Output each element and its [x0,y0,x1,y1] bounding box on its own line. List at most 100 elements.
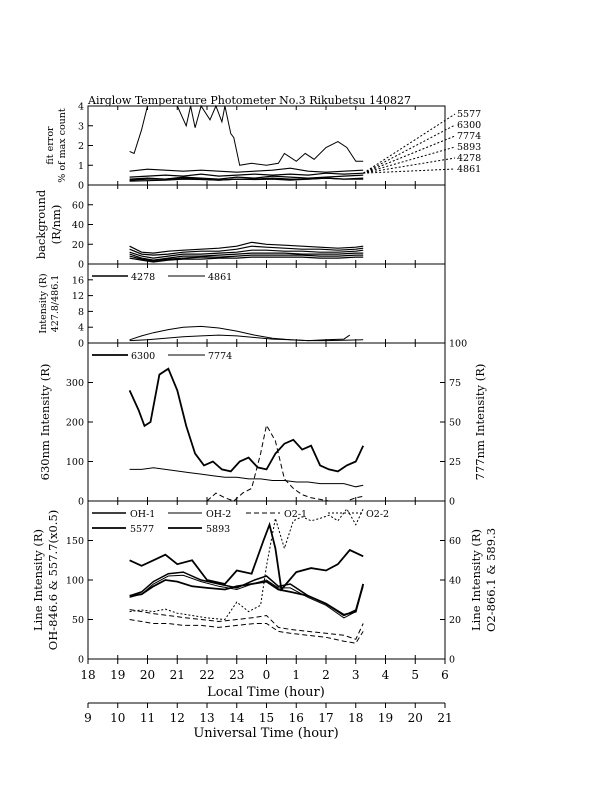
y-axis-label: (R/nm) [49,205,63,245]
y-tick-label-right: 60 [449,536,461,547]
y-tick-label: 0 [78,260,84,271]
chart-title: Airglow Temperature Photometer No.3 Riku… [87,94,411,107]
series-line [129,334,351,342]
legend-label: OH-1 [130,509,155,520]
panel-fit_error: 0 1 2 3 4 fit error% of max count 557763007774… [45,102,481,192]
series-line [129,252,364,261]
y-tick-label: 4 [78,323,84,334]
local-time-label: Local Time (hour) [207,685,325,700]
legend-label: 5577 [130,524,154,535]
ut-tick-label: 15 [259,711,274,725]
local-tick-label: 19 [110,668,125,682]
series-line [129,249,364,259]
y-tick-label: 40 [72,220,84,231]
y-tick-label: 100 [66,576,84,587]
legend-label: 7774 [457,131,481,142]
series-line [129,104,364,166]
y-tick-label-right: 100 [449,339,467,350]
y-tick-label: 16 [72,275,84,286]
series-line [129,609,364,640]
y-axis-label: 427.8/486.1 [50,275,61,333]
series-line [129,325,364,342]
y-tick-label: 0 [78,339,84,350]
y-tick-label: 4 [78,102,84,113]
local-tick-label: 3 [352,668,360,682]
ut-tick-label: 13 [199,711,214,725]
local-tick-label: 0 [263,668,271,682]
ut-tick-label: 18 [348,711,363,725]
local-tick-label: 18 [80,668,95,682]
y-tick-label: 3 [78,121,84,132]
ut-axis: 9 10 11 12 13 14 15 16 17 18 19 20 21 [84,702,453,725]
y-axis-label: Line Intensity (R) [31,529,45,631]
legend-label: 6300 [131,351,155,362]
panel-frame [87,342,446,502]
legend-leader [362,113,456,174]
ut-tick-label: 14 [229,711,245,725]
series-line [129,467,364,488]
y-axis-label: fit error [45,126,56,165]
local-tick-label: 1 [292,668,300,682]
legend-leader [362,135,456,174]
legend-leader [362,124,456,174]
y-tick-label: 300 [66,378,84,389]
local-tick-label: 6 [441,668,449,682]
y-tick-label-right: 25 [449,457,461,468]
y-tick-label: 8 [78,307,84,318]
y-tick-label-right: 0 [449,497,455,508]
ut-tick-label: 11 [140,711,155,725]
y-axis-label: OH-846.6 & 557.7(x0.5) [46,510,60,650]
series-line [129,177,364,182]
series-line [129,521,364,592]
y-tick-label: 60 [72,200,84,211]
ut-tick-label: 10 [110,711,125,725]
ut-label: Universal Time (hour) [193,726,338,741]
y-tick-label: 0 [78,181,84,192]
ut-tick-label: 16 [289,711,304,725]
legend-label: 5893 [457,142,481,153]
series-line [129,241,364,254]
y-axis-label: 630nm Intensity (R) [38,364,52,481]
y-tick-label-right: 20 [449,615,461,626]
legend-leader [363,146,456,174]
legend-label: O2-1 [284,509,307,520]
y-axis-label: background [34,189,48,259]
y-tick-label: 50 [72,615,84,626]
y-tick-label-right: 50 [449,418,461,429]
series-line [206,423,364,502]
legend-label: O2-2 [366,509,389,520]
legend-label: 5893 [206,524,230,535]
y-tick-label: 100 [66,457,84,468]
y-axis-label-right: O2-866.1 & 589.3 [484,528,498,632]
y-tick-label: 1 [78,161,84,172]
ut-tick-label: 12 [170,711,185,725]
local-tick-label: 4 [382,668,390,682]
series-line [128,367,365,473]
y-axis-label-right: 777nm Intensity (R) [473,364,487,481]
local-time-axis: 18 19 20 21 22 23 0 1 2 3 4 5 6 [80,659,449,682]
local-tick-label: 2 [322,668,330,682]
local-tick-label: 22 [199,668,214,682]
y-tick-label: 2 [78,141,84,152]
legend-label: OH-2 [206,509,231,520]
y-tick-label: 200 [66,418,84,429]
local-tick-label: 21 [170,668,185,682]
legend-label: 6300 [457,120,481,131]
legend-label: 4278 [457,153,481,164]
series-line [129,167,364,173]
y-tick-label-right: 75 [449,378,461,389]
ut-tick-label: 17 [318,711,333,725]
y-tick-label-right: 0 [449,655,455,666]
y-tick-label: 20 [72,240,84,251]
legend-leader [363,168,456,174]
legend-label: 5577 [457,109,481,120]
series-line [129,507,364,621]
legend-label: 4278 [131,272,155,283]
ut-tick-label: 19 [378,711,393,725]
y-axis-label-right: Line Intensity (R) [469,529,483,631]
series-line [129,172,364,178]
series-line [129,574,364,619]
y-tick-label: 0 [78,497,84,508]
